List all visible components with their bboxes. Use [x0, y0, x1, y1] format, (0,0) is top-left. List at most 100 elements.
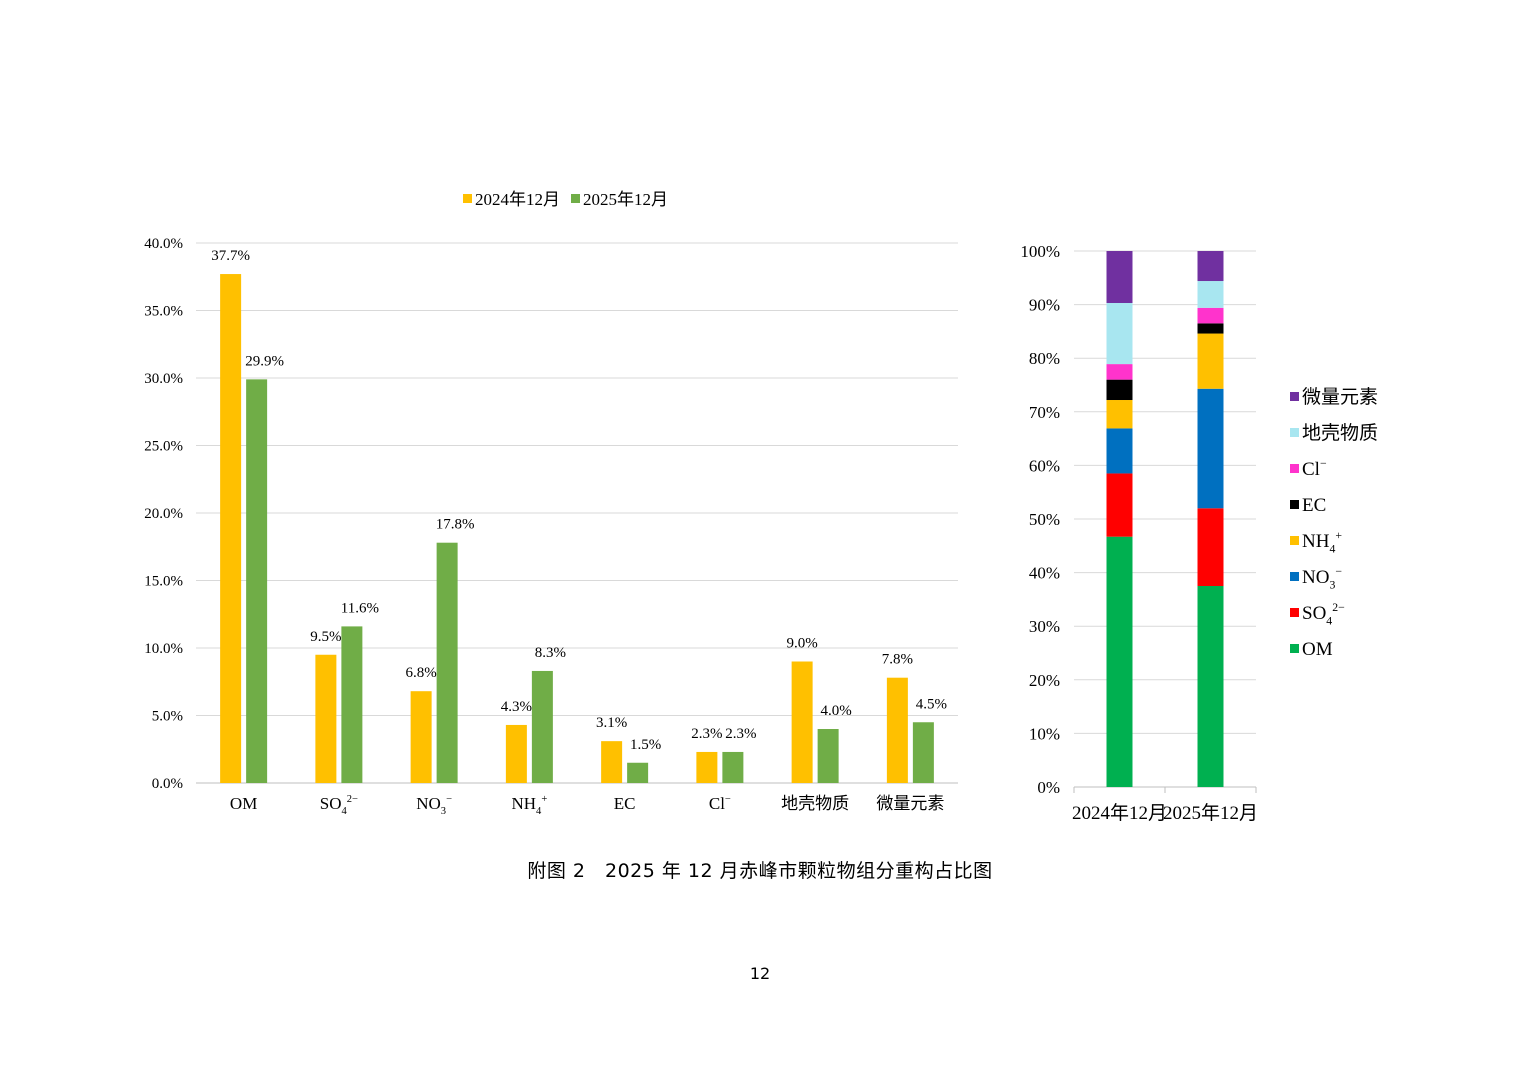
figure-caption: 附图 2 2025 年 12 月赤峰市颗粒物组分重构占比图 — [527, 860, 993, 882]
x-tick-label: NO3− — [416, 794, 452, 817]
data-label: 7.8% — [882, 652, 913, 668]
data-label: 29.9% — [245, 353, 284, 369]
segment-OM — [1197, 586, 1224, 787]
bar-2024 — [601, 741, 623, 783]
data-label: 37.7% — [211, 248, 250, 264]
segment-NH4 — [1197, 333, 1224, 389]
legend-swatch — [1290, 608, 1299, 617]
legend-label: SO42− — [1302, 601, 1345, 628]
y-tick-label: 30.0% — [144, 371, 183, 387]
bar-2024 — [696, 751, 718, 783]
x-tick-label: NH4+ — [511, 794, 547, 817]
legend-swatch — [1290, 464, 1299, 473]
data-label: 4.3% — [501, 699, 532, 715]
x-tick-label: 2024年12月 — [1072, 802, 1167, 824]
y-tick-label: 100% — [1020, 242, 1060, 261]
x-tick-label: 2025年12月 — [1163, 802, 1258, 824]
data-label: 8.3% — [535, 645, 566, 661]
legend-label: NO3− — [1302, 565, 1342, 592]
bar-2025 — [531, 670, 553, 783]
x-tick-label: 地壳物质 — [781, 794, 849, 813]
segment-trace — [1106, 251, 1133, 303]
bar-2025 — [246, 379, 268, 783]
bar-2025 — [627, 762, 649, 783]
y-tick-label: 10.0% — [144, 641, 183, 657]
data-label: 3.1% — [596, 715, 627, 731]
y-tick-label: 15.0% — [144, 574, 183, 590]
right-stacked-chart: 0% 10% 20% 30% 40% 50% 60% 70% 80% 90% 100% 2024年12… — [1020, 242, 1378, 824]
legend-label: 地壳物质 — [1302, 422, 1378, 444]
page-number: 12 — [749, 964, 771, 983]
bar-2025 — [817, 729, 839, 783]
legend-swatch — [1290, 500, 1299, 509]
legend-label: EC — [1302, 495, 1326, 516]
bar-2025 — [341, 626, 363, 783]
data-label: 2.3% — [691, 726, 722, 742]
bar-2024 — [791, 661, 813, 783]
bar-2024 — [315, 654, 337, 783]
segment-NH4 — [1106, 400, 1133, 429]
legend-label: Cl− — [1302, 457, 1327, 480]
legend-label: 2025年12月 — [583, 190, 668, 209]
y-tick-label: 20% — [1029, 671, 1060, 690]
segment-NO3 — [1106, 428, 1133, 474]
legend-swatch — [1290, 536, 1299, 545]
y-tick-label: 0% — [1037, 778, 1060, 797]
segment-crustal — [1197, 281, 1224, 308]
legend-swatch — [1290, 392, 1299, 401]
bar-2024 — [886, 677, 908, 783]
bar-2025 — [722, 751, 744, 783]
segment-SO4 — [1106, 473, 1133, 537]
segment-EC — [1197, 323, 1224, 334]
x-tick-label: 微量元素 — [876, 794, 944, 813]
y-tick-label: 80% — [1029, 349, 1060, 368]
legend-swatch — [1290, 644, 1299, 653]
bar-2025 — [436, 542, 458, 783]
x-tick-label: OM — [230, 794, 257, 813]
segment-Cl — [1197, 307, 1224, 324]
bar-2024 — [220, 274, 242, 783]
y-tick-label: 0.0% — [152, 776, 183, 792]
y-tick-label: 10% — [1029, 724, 1060, 743]
segment-trace — [1197, 251, 1224, 282]
legend-swatch — [571, 194, 580, 203]
y-tick-label: 40% — [1029, 564, 1060, 583]
data-label: 4.0% — [821, 703, 852, 719]
legend-label: OM — [1302, 639, 1333, 660]
y-tick-label: 60% — [1029, 456, 1060, 475]
segment-EC — [1106, 379, 1133, 401]
y-tick-label: 50% — [1029, 510, 1060, 529]
legend-label: 微量元素 — [1302, 386, 1378, 408]
x-tick-label: SO42− — [320, 794, 358, 817]
y-tick-label: 30% — [1029, 617, 1060, 636]
data-label: 6.8% — [406, 665, 437, 681]
data-label: 11.6% — [341, 600, 379, 616]
legend-label: NH4+ — [1302, 529, 1342, 556]
bar-2025 — [912, 722, 934, 783]
x-tick-label: EC — [614, 794, 636, 813]
data-label: 9.0% — [787, 636, 818, 652]
data-label: 2.3% — [725, 726, 756, 742]
segment-crustal — [1106, 302, 1133, 365]
y-tick-label: 70% — [1029, 403, 1060, 422]
y-tick-label: 20.0% — [144, 506, 183, 522]
segment-OM — [1106, 536, 1133, 787]
x-tick-label: Cl− — [709, 794, 731, 813]
bar-2024 — [505, 724, 527, 783]
y-tick-label: 90% — [1029, 296, 1060, 315]
data-label: 17.8% — [436, 517, 475, 533]
legend-swatch — [1290, 572, 1299, 581]
segment-SO4 — [1197, 508, 1224, 586]
data-label: 1.5% — [630, 737, 661, 753]
y-tick-label: 25.0% — [144, 439, 183, 455]
segment-Cl — [1106, 364, 1133, 380]
bar-2024 — [410, 691, 432, 783]
legend-label: 2024年12月 — [475, 190, 560, 209]
chart-legend: 2024年12月 2025年12月 — [463, 190, 668, 209]
legend-swatch — [463, 194, 472, 203]
segment-NO3 — [1197, 388, 1224, 509]
y-tick-label: 40.0% — [144, 236, 183, 252]
y-tick-label: 5.0% — [152, 709, 183, 725]
